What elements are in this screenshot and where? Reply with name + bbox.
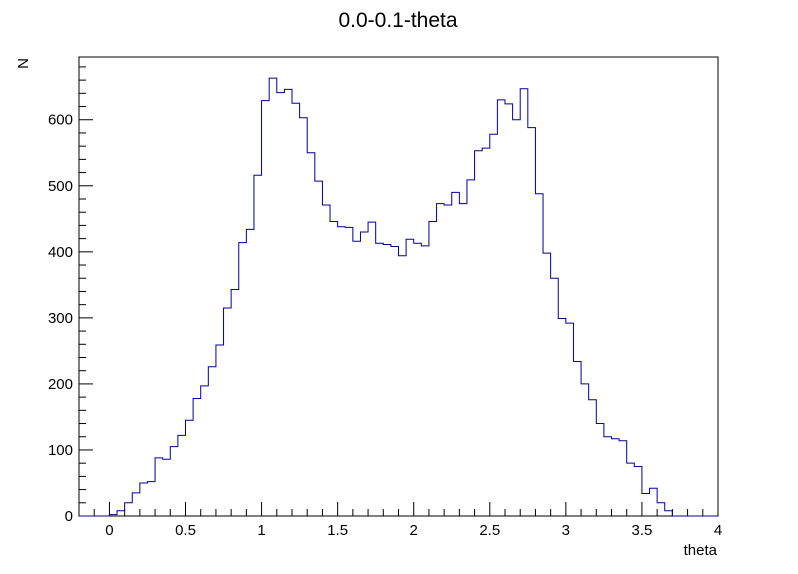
- x-tick-label: 2.5: [479, 522, 500, 539]
- y-tick-label: 300: [48, 310, 73, 327]
- x-tick-label: 0.5: [175, 522, 196, 539]
- y-tick-label: 100: [48, 442, 73, 459]
- histogram-series: [79, 77, 718, 517]
- x-tick-label: 2: [410, 522, 418, 539]
- x-tick-label: 1: [257, 522, 265, 539]
- x-tick-label: 0: [105, 522, 113, 539]
- y-tick-label: 200: [48, 376, 73, 393]
- chart-title: 0.0-0.1-theta: [338, 9, 457, 32]
- x-tick-label: 4: [714, 522, 722, 539]
- x-tick-label: 3: [562, 522, 570, 539]
- x-axis-title: theta: [684, 542, 718, 559]
- x-tick-label: 1.5: [327, 522, 348, 539]
- y-tick-label: 600: [48, 112, 73, 129]
- x-tick-label: 3.5: [631, 522, 652, 539]
- y-tick-label: 0: [65, 508, 73, 525]
- axes: 0 0.5 1 1.5 2 2.5 3 3.5 4 0 100 200 300 400 500 600: [48, 66, 722, 539]
- y-axis-title: N: [15, 58, 32, 69]
- y-tick-label: 500: [48, 178, 73, 195]
- y-tick-label: 400: [48, 244, 73, 261]
